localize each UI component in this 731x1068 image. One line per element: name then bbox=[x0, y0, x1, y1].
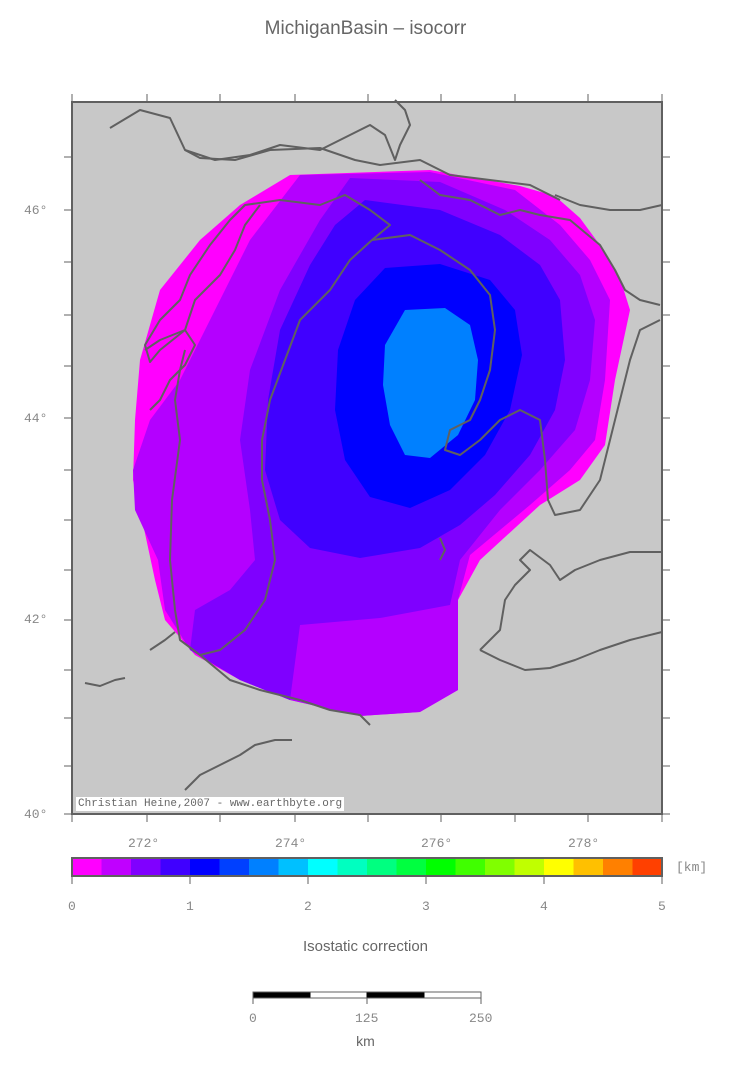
map-title: MichiganBasin – isocorr bbox=[264, 18, 467, 39]
colorbar-unit: [km] bbox=[676, 860, 708, 875]
river-trace-1 bbox=[149, 631, 176, 651]
colorbar-cell bbox=[101, 858, 132, 876]
colorbar-cell bbox=[278, 858, 309, 876]
lake-superior-shore bbox=[109, 99, 411, 161]
river-trace-2 bbox=[84, 677, 126, 687]
colorbar-label-1: 1 bbox=[186, 899, 194, 914]
map-ticks bbox=[64, 94, 670, 822]
colorbar-cell bbox=[485, 858, 515, 876]
lon-label-278: 278° bbox=[568, 836, 600, 851]
band-core bbox=[383, 308, 478, 458]
scale-bar bbox=[252, 991, 482, 1004]
river-trace-4 bbox=[439, 537, 446, 561]
colorbar-cell bbox=[514, 858, 545, 876]
colorbar-cell bbox=[426, 858, 456, 876]
colorbar-cell bbox=[249, 858, 279, 876]
colorbar-label-2: 2 bbox=[304, 899, 312, 914]
colorbar-cell bbox=[337, 858, 368, 876]
lat-label-40: 40° bbox=[24, 807, 48, 822]
lower-peninsula-east bbox=[371, 234, 661, 516]
lake-huron-north bbox=[419, 179, 661, 306]
lon-label-274: 274° bbox=[275, 836, 307, 851]
map-border bbox=[71, 101, 663, 815]
coastlines bbox=[84, 99, 663, 791]
colorbar-title: Isostatic correction bbox=[302, 938, 429, 955]
scalebar-label-125: 125 bbox=[355, 1011, 379, 1026]
lat-label-42: 42° bbox=[24, 612, 48, 627]
colorbar-cell bbox=[308, 858, 338, 876]
colorbar-ticks bbox=[71, 876, 663, 884]
colorbar-cell bbox=[603, 858, 633, 876]
colorbar-cell bbox=[573, 858, 604, 876]
colorbar-cell bbox=[131, 858, 161, 876]
colorbar-cell bbox=[367, 858, 397, 876]
colorbar-label-3: 3 bbox=[422, 899, 430, 914]
upper-peninsula-north bbox=[184, 147, 561, 201]
colorbar-label-4: 4 bbox=[540, 899, 548, 914]
colorbar-cell bbox=[396, 858, 427, 876]
colorbar-cell bbox=[544, 858, 574, 876]
lake-michigan-west bbox=[144, 194, 391, 656]
scalebar-label-0: 0 bbox=[249, 1011, 257, 1026]
colorbar-cell bbox=[190, 858, 220, 876]
georgian-bay bbox=[554, 194, 663, 211]
scalebar-unit: km bbox=[356, 1033, 375, 1049]
river-trace-3 bbox=[184, 739, 292, 791]
colorbar-cell bbox=[455, 858, 486, 876]
credit-text: Christian Heine,2007 - www.earthbyte.org bbox=[76, 797, 345, 811]
isostatic-correction-field bbox=[133, 170, 630, 716]
colorbar-cell bbox=[219, 858, 250, 876]
lat-label-46: 46° bbox=[24, 203, 48, 218]
south-shore bbox=[179, 639, 371, 726]
colorbar-border bbox=[71, 857, 663, 877]
colorbar bbox=[72, 858, 663, 876]
colorbar-cell bbox=[160, 858, 191, 876]
scalebar-label-250: 250 bbox=[469, 1011, 493, 1026]
lon-label-272: 272° bbox=[128, 836, 160, 851]
colorbar-cell bbox=[72, 858, 102, 876]
colorbar-cell bbox=[632, 858, 663, 876]
colorbar-label-5: 5 bbox=[658, 899, 666, 914]
colorbar-label-0: 0 bbox=[68, 899, 76, 914]
green-bay bbox=[144, 329, 196, 411]
lake-erie bbox=[479, 549, 663, 671]
lon-label-276: 276° bbox=[421, 836, 453, 851]
lat-label-44: 44° bbox=[24, 411, 48, 426]
